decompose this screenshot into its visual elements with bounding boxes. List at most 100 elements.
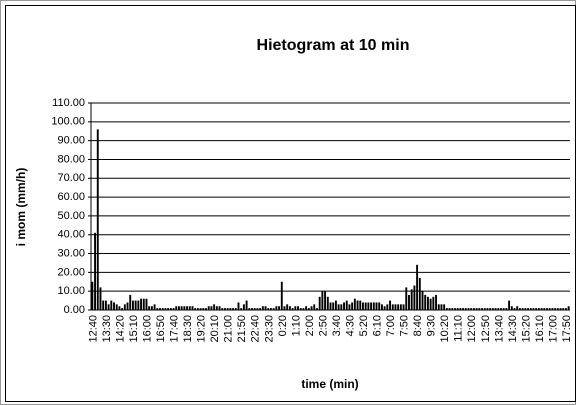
y-tick-label: 110.00: [52, 97, 85, 109]
bar: [562, 308, 565, 310]
bar: [440, 304, 443, 310]
x-tick-label: 14:30: [507, 315, 519, 343]
x-axis-title: time (min): [301, 377, 358, 391]
bar: [537, 308, 540, 310]
bar: [543, 308, 546, 310]
bar: [516, 306, 519, 310]
x-tick-label: 16:10: [534, 315, 546, 343]
bar: [221, 308, 224, 310]
bar: [318, 296, 321, 310]
bar: [261, 306, 264, 310]
bar: [435, 294, 437, 310]
bar: [137, 300, 140, 310]
bar: [502, 308, 505, 310]
bar: [505, 308, 508, 310]
bar: [150, 306, 153, 310]
bar: [491, 308, 494, 310]
y-tick-label: 70.00: [57, 172, 85, 184]
bar: [280, 281, 283, 310]
bar: [178, 306, 180, 310]
bar: [464, 308, 467, 310]
bar: [367, 302, 370, 310]
bar: [264, 306, 267, 310]
bar: [305, 306, 308, 310]
bar: [454, 308, 456, 310]
bar: [564, 308, 567, 310]
bar: [183, 306, 186, 310]
bar: [240, 308, 243, 310]
bar: [489, 308, 492, 310]
bar: [191, 306, 194, 310]
bar: [443, 304, 446, 310]
bar: [148, 306, 151, 310]
bar: [380, 304, 383, 310]
bar: [508, 300, 511, 310]
bar: [448, 308, 451, 310]
bar: [134, 300, 137, 310]
bar: [524, 308, 527, 310]
bar: [245, 300, 248, 310]
bar: [459, 308, 462, 310]
bar: [272, 308, 275, 310]
bar: [110, 300, 113, 310]
bar: [364, 302, 367, 310]
bar: [546, 308, 548, 310]
bar: [424, 294, 427, 310]
x-tick-label: 15:20: [520, 315, 532, 343]
bar: [172, 308, 175, 310]
bar: [321, 291, 324, 310]
bar: [359, 300, 362, 310]
bar: [486, 308, 489, 310]
bar: [456, 308, 459, 310]
bar: [494, 308, 497, 310]
bar: [535, 308, 538, 310]
bar: [337, 304, 340, 310]
bar: [421, 291, 424, 310]
y-tick-label: 20.00: [57, 266, 85, 278]
x-tick-label: 17:00: [547, 315, 559, 343]
bar: [167, 308, 170, 310]
bar: [413, 285, 416, 310]
bar: [532, 308, 535, 310]
bar: [399, 304, 402, 310]
bar: [256, 308, 259, 310]
bar: [205, 308, 207, 310]
x-tick-label: 16:50: [155, 315, 167, 343]
x-tick-label: 7:00: [385, 315, 397, 336]
bar: [353, 298, 356, 310]
x-tick-label: 2:50: [317, 315, 329, 336]
bar: [186, 306, 189, 310]
bar: [378, 302, 381, 310]
x-tick-label: 11:10: [453, 315, 465, 342]
x-tick-label: 21:00: [223, 315, 235, 343]
bar: [207, 306, 210, 310]
bar: [510, 306, 513, 310]
bar: [389, 300, 391, 310]
bar: [129, 294, 132, 310]
x-tick-label: 10:20: [439, 315, 451, 343]
bar: [362, 302, 364, 310]
bar: [386, 304, 389, 310]
bar: [467, 308, 470, 310]
bar: [180, 306, 183, 310]
bar: [408, 294, 410, 310]
bar: [145, 298, 148, 310]
x-tick-label: 0:20: [277, 315, 289, 336]
bar: [153, 304, 156, 310]
bar: [164, 308, 167, 310]
bar: [131, 300, 134, 310]
bar: [267, 308, 270, 310]
bar: [237, 302, 240, 310]
bar: [259, 308, 262, 310]
bar: [253, 308, 256, 310]
bar: [140, 298, 143, 310]
x-tick-label: 23:30: [263, 315, 275, 343]
x-tick-label: 2:00: [304, 315, 316, 336]
bar: [156, 308, 159, 310]
bar: [483, 308, 486, 310]
bar: [334, 300, 337, 310]
bar: [310, 306, 313, 310]
bar: [451, 308, 454, 310]
bar: [307, 308, 310, 310]
